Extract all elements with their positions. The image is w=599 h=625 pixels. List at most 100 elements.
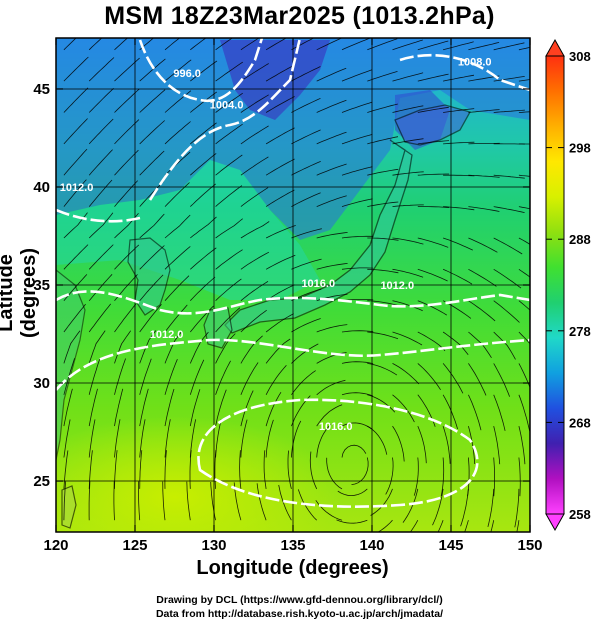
streamline bbox=[190, 216, 217, 239]
streamline bbox=[240, 419, 248, 458]
streamline bbox=[139, 419, 146, 458]
streamline bbox=[367, 300, 399, 306]
x-tick-label: 120 bbox=[43, 537, 68, 554]
streamline bbox=[139, 213, 165, 239]
streamline bbox=[265, 127, 295, 145]
streamline bbox=[443, 74, 475, 82]
land-taiwan bbox=[61, 485, 77, 529]
contour-label: 1004.0 bbox=[210, 100, 244, 112]
streamline bbox=[377, 519, 393, 532]
y-tick-label: 35 bbox=[33, 277, 50, 294]
streamline bbox=[341, 361, 374, 364]
streamline bbox=[392, 138, 424, 145]
streamline bbox=[409, 520, 419, 532]
credit-drawing: Drawing by DCL (https://www.gfd-dennou.o… bbox=[156, 594, 443, 606]
streamline bbox=[240, 309, 267, 333]
streamline bbox=[114, 149, 139, 176]
streamline bbox=[139, 245, 165, 270]
streamline bbox=[240, 125, 269, 145]
isobar-line bbox=[138, 38, 264, 103]
x-tick-label: 125 bbox=[122, 537, 147, 554]
streamline bbox=[337, 488, 368, 497]
streamline bbox=[88, 330, 106, 364]
streamline bbox=[265, 96, 295, 113]
streamline bbox=[316, 131, 347, 145]
streamline bbox=[265, 225, 296, 239]
streamline bbox=[265, 38, 287, 51]
streamline bbox=[291, 192, 321, 207]
streamline bbox=[341, 392, 374, 397]
y-tick-label: 25 bbox=[33, 473, 50, 490]
streamline bbox=[432, 488, 444, 526]
streamline bbox=[186, 481, 191, 521]
streamline bbox=[265, 254, 296, 270]
streamline bbox=[440, 457, 445, 497]
streamline bbox=[164, 419, 171, 458]
streamline bbox=[468, 109, 500, 113]
contour-label: 1012.0 bbox=[60, 182, 94, 194]
streamline bbox=[88, 118, 114, 145]
streamline bbox=[490, 520, 495, 532]
streamline bbox=[468, 206, 500, 212]
x-tick-label: 145 bbox=[438, 537, 463, 554]
streamline bbox=[139, 450, 143, 489]
streamline bbox=[190, 38, 207, 51]
streamline bbox=[265, 313, 294, 333]
contour-label: 1012.0 bbox=[150, 329, 184, 341]
streamline bbox=[518, 457, 521, 497]
streamline bbox=[437, 520, 444, 532]
streamline bbox=[63, 388, 73, 427]
streamline bbox=[265, 158, 295, 176]
streamline bbox=[514, 488, 520, 528]
streamline bbox=[493, 331, 516, 360]
streamline bbox=[240, 187, 269, 207]
streamline bbox=[367, 363, 398, 376]
streamline bbox=[190, 153, 217, 176]
streamline bbox=[341, 267, 374, 270]
streamline bbox=[63, 481, 66, 521]
streamline bbox=[215, 360, 231, 395]
streamline bbox=[190, 276, 216, 301]
streamline bbox=[370, 488, 393, 516]
credit-data: Data from http://database.rish.kyoto-u.a… bbox=[155, 608, 444, 620]
streamline bbox=[392, 72, 424, 82]
streamline bbox=[88, 450, 93, 489]
streamline bbox=[164, 214, 191, 239]
x-axis-label: Longitude (degrees) bbox=[196, 557, 389, 579]
y-axis-ticks: 25 30 35 40 45 bbox=[33, 81, 530, 490]
streamline bbox=[139, 150, 165, 176]
streamline bbox=[367, 331, 399, 340]
streamline bbox=[215, 123, 243, 145]
streamline bbox=[291, 97, 321, 113]
streamline bbox=[413, 457, 419, 496]
contour-label: 1016.0 bbox=[319, 421, 353, 433]
streamline bbox=[189, 389, 201, 427]
streamline bbox=[265, 338, 291, 364]
streamline bbox=[190, 122, 217, 145]
streamline bbox=[114, 330, 132, 364]
streamline bbox=[63, 179, 87, 207]
streamline bbox=[468, 42, 500, 51]
streamline bbox=[392, 394, 415, 423]
land-kyushu bbox=[203, 307, 233, 349]
streamline bbox=[392, 237, 424, 245]
contour-label: 996.0 bbox=[173, 68, 201, 80]
streamline bbox=[493, 174, 525, 179]
streamline bbox=[468, 363, 487, 396]
streamline bbox=[164, 275, 190, 301]
y-tick-label: 30 bbox=[33, 375, 50, 392]
colorbar-body bbox=[545, 55, 565, 515]
streamline bbox=[442, 41, 474, 51]
streamline bbox=[316, 67, 347, 82]
streamline bbox=[215, 249, 243, 270]
streamline bbox=[164, 38, 181, 51]
x-axis-ticks: 120 125 130 135 140 145 150 bbox=[43, 38, 543, 554]
streamline bbox=[417, 206, 450, 208]
streamline bbox=[367, 168, 399, 176]
x-tick-label: 130 bbox=[201, 537, 226, 554]
streamline bbox=[518, 143, 530, 145]
streamline bbox=[518, 331, 530, 345]
streamline bbox=[493, 300, 520, 323]
streamline bbox=[417, 173, 450, 176]
contour-label: 1012.0 bbox=[380, 280, 414, 292]
